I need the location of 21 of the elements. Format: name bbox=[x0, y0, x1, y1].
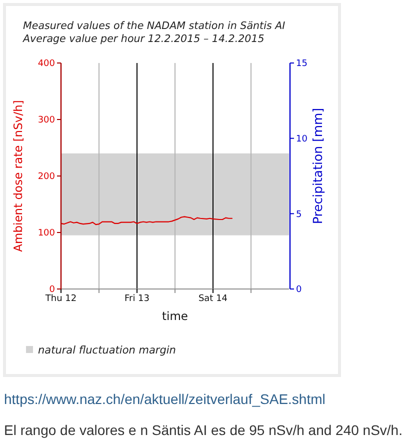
y-axis-title: Ambient dose rate [nSv/h] bbox=[11, 100, 25, 252]
text: https://www.naz.ch/en/aktuell/zeitverlauf_SAE.shtml bbox=[4, 391, 326, 407]
y2-tick-label: 0 bbox=[296, 285, 302, 296]
y-tick-label: 0 bbox=[49, 285, 56, 296]
y-tick-label: 200 bbox=[38, 172, 56, 182]
x-axis-title: time bbox=[162, 309, 188, 323]
y2-tick-label: 10 bbox=[296, 134, 308, 145]
line-series bbox=[60, 216, 233, 226]
y2-axis-title: Precipitation [mm] bbox=[310, 108, 325, 224]
chart-subtitle: Average value per hour 12.2.2015 – 14.2.2015 bbox=[22, 33, 264, 45]
text: El rango de valores e n Säntis AI es de 95 nSv/h and 240 nSv/h. bbox=[4, 422, 402, 438]
legend-label: natural fluctuation margin bbox=[38, 344, 176, 356]
y-tick-label: 400 bbox=[38, 59, 56, 70]
x-tick-label: Fri 13 bbox=[124, 294, 150, 304]
y2-tick-label: 5 bbox=[296, 210, 302, 220]
x-tick-label: Thu 12 bbox=[44, 294, 77, 304]
y-tick-label: 300 bbox=[38, 116, 56, 126]
y2-tick-label: 15 bbox=[296, 59, 308, 70]
x-tick-label: Sat 14 bbox=[198, 294, 228, 304]
y-tick-label: 100 bbox=[38, 228, 56, 239]
chart-title: Measured values of the NADAM station in Säntis AI bbox=[23, 20, 286, 32]
